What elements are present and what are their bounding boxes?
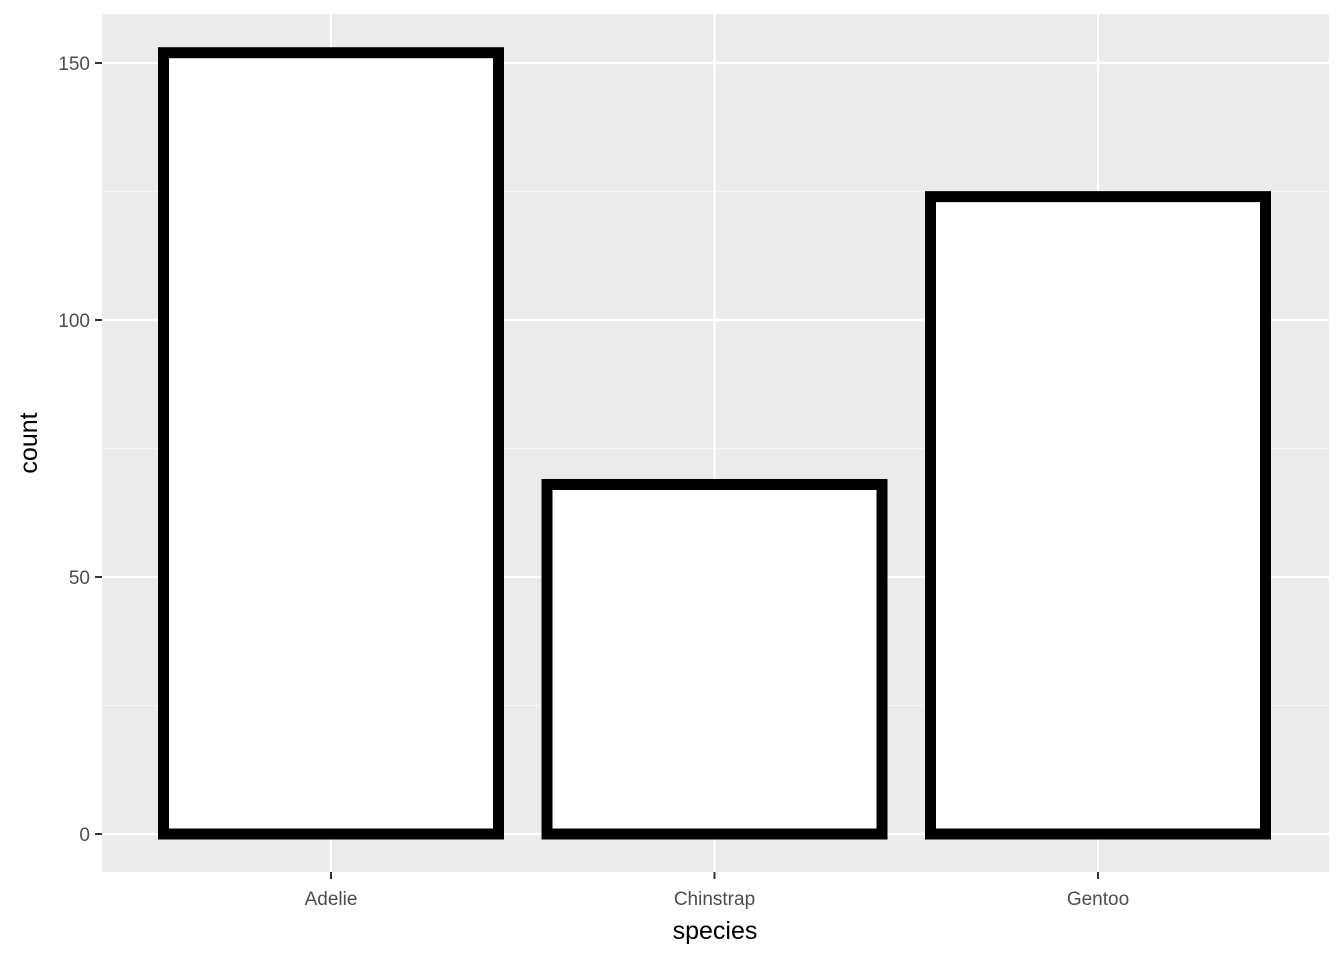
x-axis-title: species <box>673 917 758 945</box>
bar-chinstrap <box>541 478 888 840</box>
bar-gentoo <box>925 191 1271 840</box>
y-tick-label: 0 <box>79 825 90 846</box>
x-tick-label: Adelie <box>305 889 358 910</box>
y-tick-label: 150 <box>58 54 90 75</box>
y-axis: 0 50 100 150 <box>58 54 102 846</box>
y-tick-label: 100 <box>58 311 90 332</box>
x-tick-label: Chinstrap <box>674 889 755 910</box>
y-tick-label: 50 <box>69 568 90 589</box>
x-axis: Adelie Chinstrap Gentoo <box>305 872 1129 910</box>
bars <box>158 47 1271 840</box>
bar-adelie <box>158 47 504 840</box>
y-axis-title: count <box>15 412 43 473</box>
x-tick-label: Gentoo <box>1067 889 1129 910</box>
